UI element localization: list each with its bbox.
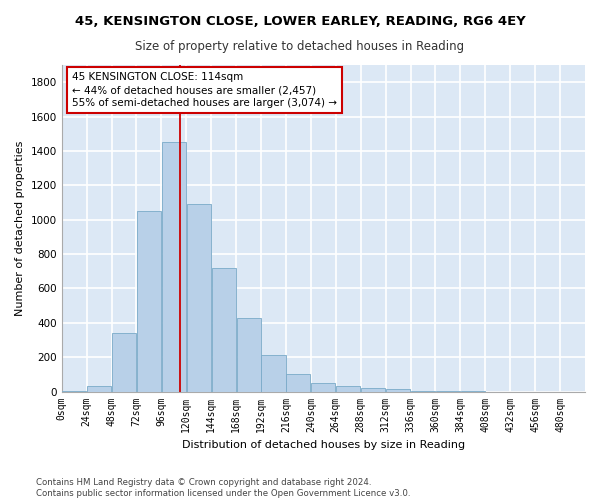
Bar bbox=[361, 388, 385, 392]
Bar bbox=[336, 386, 360, 392]
Bar bbox=[62, 390, 86, 392]
Bar bbox=[212, 268, 236, 392]
Bar bbox=[162, 142, 186, 392]
Text: Size of property relative to detached houses in Reading: Size of property relative to detached ho… bbox=[136, 40, 464, 53]
Bar bbox=[286, 374, 310, 392]
Bar bbox=[386, 389, 410, 392]
Y-axis label: Number of detached properties: Number of detached properties bbox=[15, 140, 25, 316]
Bar bbox=[87, 386, 111, 392]
Bar bbox=[112, 333, 136, 392]
Bar bbox=[311, 383, 335, 392]
Text: 45 KENSINGTON CLOSE: 114sqm
← 44% of detached houses are smaller (2,457)
55% of : 45 KENSINGTON CLOSE: 114sqm ← 44% of det… bbox=[72, 72, 337, 108]
Bar bbox=[236, 318, 260, 392]
Text: Contains HM Land Registry data © Crown copyright and database right 2024.
Contai: Contains HM Land Registry data © Crown c… bbox=[36, 478, 410, 498]
X-axis label: Distribution of detached houses by size in Reading: Distribution of detached houses by size … bbox=[182, 440, 465, 450]
Bar bbox=[137, 211, 161, 392]
Text: 45, KENSINGTON CLOSE, LOWER EARLEY, READING, RG6 4EY: 45, KENSINGTON CLOSE, LOWER EARLEY, READ… bbox=[74, 15, 526, 28]
Bar bbox=[187, 204, 211, 392]
Bar bbox=[411, 390, 435, 392]
Bar bbox=[262, 356, 286, 392]
